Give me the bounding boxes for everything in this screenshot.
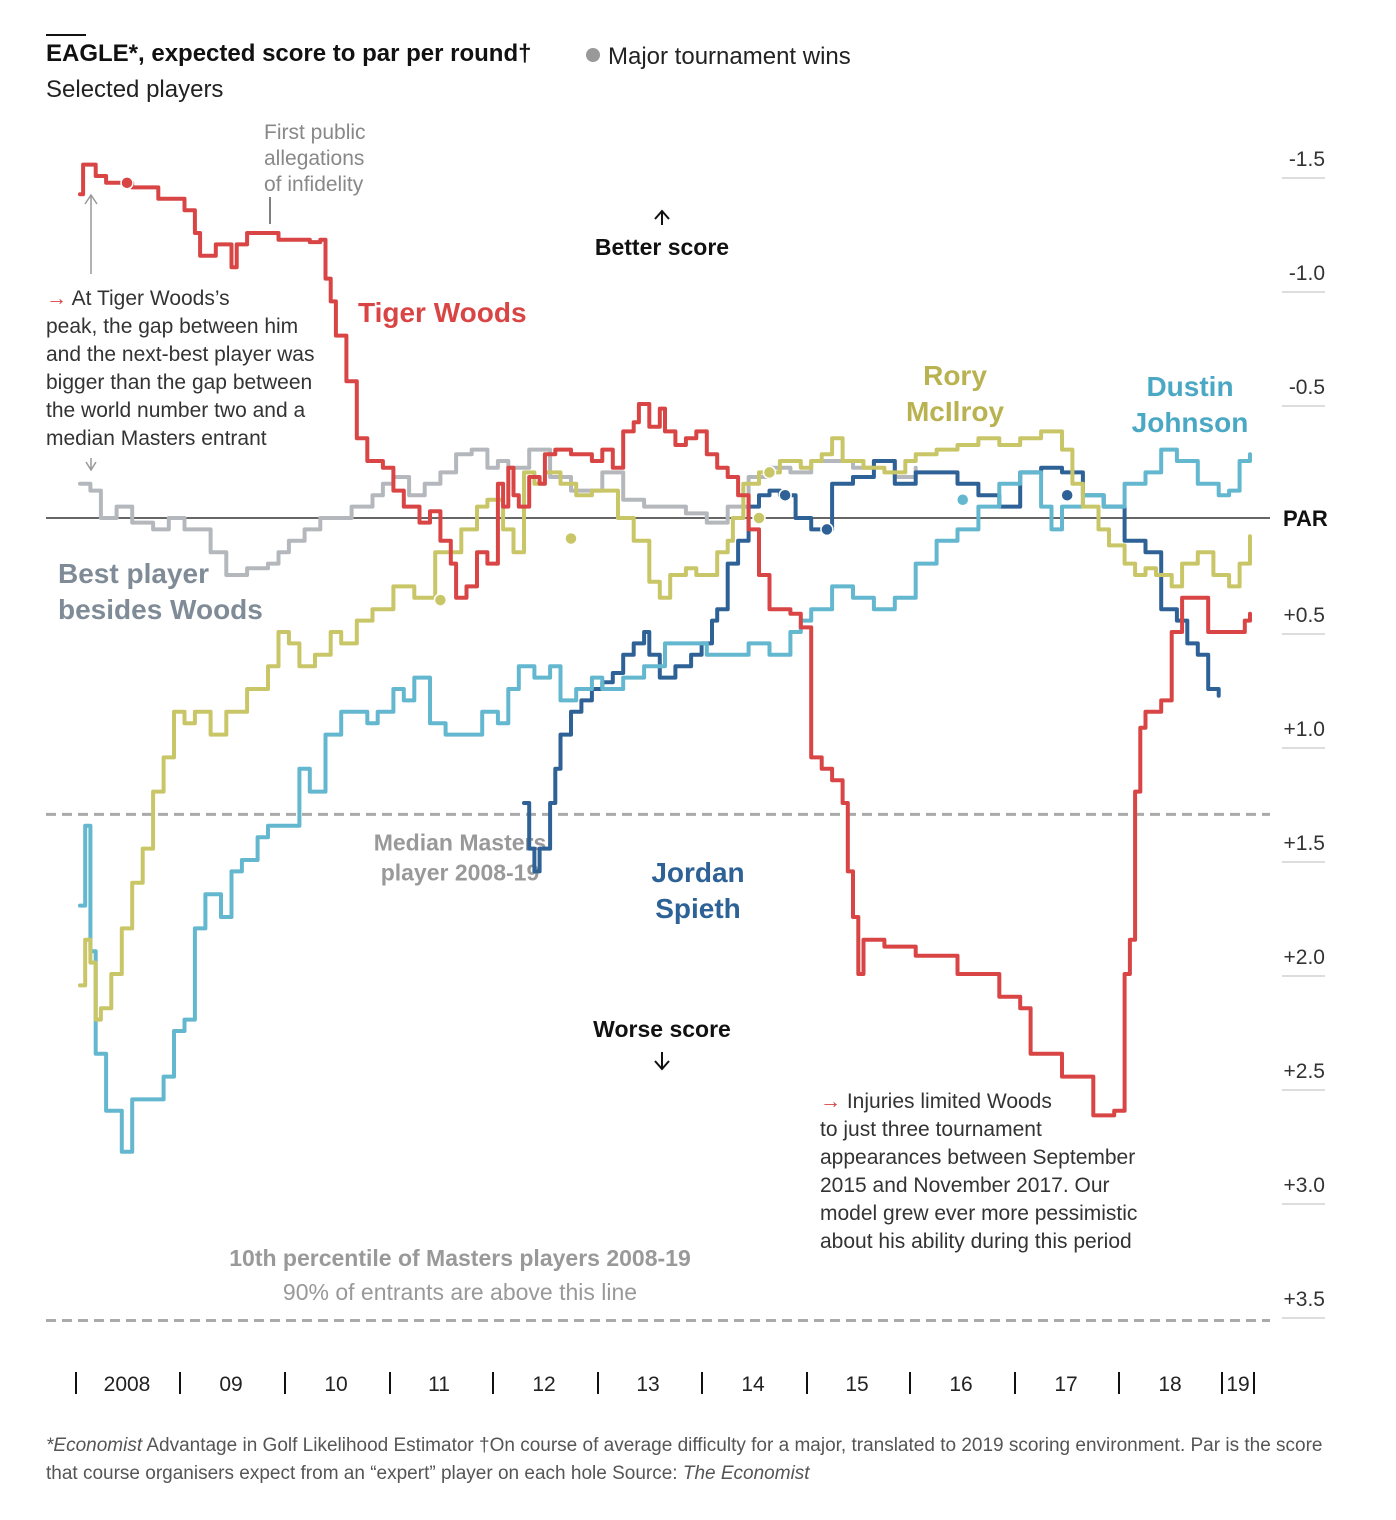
x-tick-label: 15 xyxy=(845,1373,868,1396)
major-win-dot xyxy=(752,511,766,525)
series-label: Tiger Woods xyxy=(358,297,527,328)
chart-subtitle: Selected players xyxy=(46,76,224,103)
annotation-text: → Injuries limited Woods xyxy=(820,1090,1052,1113)
major-win-dot xyxy=(778,488,792,502)
x-tick-label: 11 xyxy=(428,1373,450,1396)
annotation-text: of infidelity xyxy=(264,173,364,196)
x-tick-label: 17 xyxy=(1054,1373,1077,1396)
x-tick-label: 19 xyxy=(1226,1373,1249,1396)
x-tick-label: 2008 xyxy=(104,1373,151,1396)
major-win-dot-icon xyxy=(586,48,600,62)
annotation-text: median Masters entrant xyxy=(46,427,267,450)
annotation-text: the world number two and a xyxy=(46,399,305,422)
annotation-text: to just three tournament xyxy=(820,1118,1042,1141)
footnote-estimator: *Economist xyxy=(46,1435,143,1456)
y-tick-label: +2.0 xyxy=(1284,946,1325,969)
legend-label: Major tournament wins xyxy=(608,43,851,70)
arrow-icon: → xyxy=(46,287,67,310)
series-label: Jordan xyxy=(651,857,744,888)
annotation-text: First public xyxy=(264,121,366,144)
annotation-text: peak, the gap between him xyxy=(46,315,298,338)
x-tick-label: 16 xyxy=(949,1373,972,1396)
major-win-dot xyxy=(820,522,834,537)
annotation-span: Injuries limited Woods xyxy=(841,1090,1052,1113)
title-rule xyxy=(46,34,86,36)
series-label: Best player xyxy=(58,558,209,589)
series-line xyxy=(78,447,1252,1154)
y-tick-label: +3.0 xyxy=(1284,1174,1325,1197)
better-score-label: Better score xyxy=(595,234,729,260)
series-label: Spieth xyxy=(655,893,741,924)
series-label: Dustin xyxy=(1146,371,1233,402)
series-label: Rory xyxy=(923,360,987,391)
series-line xyxy=(522,459,1221,874)
reference-label: 90% of entrants are above this line xyxy=(283,1279,637,1305)
y-tick-label: +0.5 xyxy=(1284,604,1325,627)
chart: -1.5 -1.0 -0.5 PAR +0.5 +1.0 +1.5 +2.0 +2.5 +3.0 +… xyxy=(46,121,1328,1396)
annotation-text: → At Tiger Woods’s xyxy=(46,287,230,310)
y-tick-label: PAR xyxy=(1283,506,1328,531)
y-tick-label: +2.5 xyxy=(1284,1060,1325,1083)
reference-label: player 2008-19 xyxy=(381,859,540,885)
x-tick-label: 12 xyxy=(532,1373,555,1396)
major-win-dot xyxy=(564,531,578,546)
series-line xyxy=(78,429,1252,1022)
footnote: *Economist Advantage in Golf Likelihood … xyxy=(46,1432,1346,1488)
up-arrow-icon xyxy=(654,209,670,225)
annotation-text: appearances between September xyxy=(820,1146,1135,1169)
y-tick-label: +1.5 xyxy=(1284,832,1325,855)
down-arrow-icon xyxy=(85,458,97,472)
annotation-text: model grew ever more pessimistic xyxy=(820,1202,1137,1225)
series-line xyxy=(78,162,1252,1118)
chart-title: EAGLE*, expected score to par per round† xyxy=(46,40,532,67)
annotation-span: At Tiger Woods’s xyxy=(67,287,230,310)
major-win-dot xyxy=(955,493,970,507)
legend: Major tournament wins xyxy=(586,43,851,71)
reference-label: Median Masters xyxy=(374,829,547,855)
annotation-text: bigger than the gap between xyxy=(46,371,312,394)
y-tick-label: -1.5 xyxy=(1289,148,1325,171)
major-win-dot xyxy=(120,176,134,190)
x-tick-label: 14 xyxy=(741,1373,765,1396)
footnote-text: Advantage in Golf Likelihood Estimator †… xyxy=(46,1435,1323,1484)
series-label: McIlroy xyxy=(906,396,1004,427)
arrow-icon: → xyxy=(820,1090,841,1113)
annotation-text: allegations xyxy=(264,147,364,170)
x-tick-label: 18 xyxy=(1158,1373,1181,1396)
footnote-source: The Economist xyxy=(682,1463,810,1484)
series-label: Johnson xyxy=(1132,407,1249,438)
y-tick-label: -0.5 xyxy=(1289,376,1325,399)
series-label: besides Woods xyxy=(58,594,263,625)
x-tick-label: 13 xyxy=(636,1373,659,1396)
x-tick-label: 10 xyxy=(324,1373,347,1396)
annotation-text: about his ability during this period xyxy=(820,1230,1132,1253)
x-tick-label: 09 xyxy=(219,1373,242,1396)
major-win-dot xyxy=(762,465,777,480)
y-tick-label: -1.0 xyxy=(1289,262,1325,285)
worse-score-label: Worse score xyxy=(593,1016,731,1042)
up-arrow-icon xyxy=(84,193,98,205)
annotation-text: 2015 and November 2017. Our xyxy=(820,1174,1110,1197)
annotation-text: and the next-best player was xyxy=(46,343,315,366)
reference-label: 10th percentile of Masters players 2008-… xyxy=(229,1245,691,1271)
down-arrow-icon xyxy=(654,1052,670,1071)
major-win-dot xyxy=(433,593,448,607)
y-tick-label: +1.0 xyxy=(1284,718,1325,741)
y-tick-label: +3.5 xyxy=(1284,1288,1325,1311)
major-win-dot xyxy=(1060,488,1074,502)
